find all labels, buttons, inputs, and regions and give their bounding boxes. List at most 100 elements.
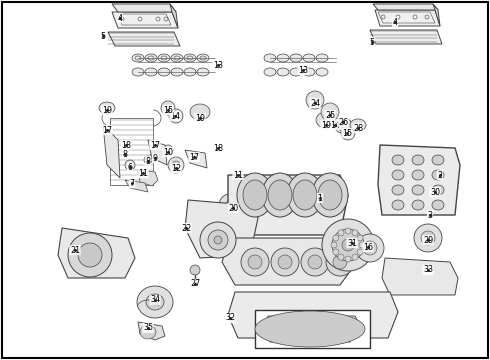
Ellipse shape xyxy=(169,109,183,123)
Ellipse shape xyxy=(184,68,196,76)
Text: 14: 14 xyxy=(170,112,180,121)
Text: 3: 3 xyxy=(427,211,433,220)
Ellipse shape xyxy=(152,299,158,305)
Polygon shape xyxy=(108,32,180,46)
Polygon shape xyxy=(103,125,120,178)
Ellipse shape xyxy=(293,180,317,210)
Ellipse shape xyxy=(158,68,170,76)
Ellipse shape xyxy=(150,152,160,162)
Ellipse shape xyxy=(277,54,289,62)
Ellipse shape xyxy=(303,54,315,62)
Ellipse shape xyxy=(301,248,329,276)
Ellipse shape xyxy=(68,233,112,277)
Text: 4: 4 xyxy=(392,18,397,27)
Ellipse shape xyxy=(197,54,209,62)
Text: 8: 8 xyxy=(146,157,150,166)
Ellipse shape xyxy=(168,157,184,173)
Ellipse shape xyxy=(341,126,355,140)
Text: 25: 25 xyxy=(325,111,335,120)
Ellipse shape xyxy=(277,68,289,76)
Text: 31: 31 xyxy=(347,239,357,248)
Polygon shape xyxy=(125,180,148,192)
Ellipse shape xyxy=(318,180,342,210)
Polygon shape xyxy=(138,322,165,340)
Ellipse shape xyxy=(426,183,450,203)
Ellipse shape xyxy=(303,68,315,76)
Polygon shape xyxy=(148,140,167,165)
Ellipse shape xyxy=(241,248,269,276)
Text: 19: 19 xyxy=(195,113,205,122)
Text: 5: 5 xyxy=(369,37,374,46)
Text: 28: 28 xyxy=(353,123,363,132)
Ellipse shape xyxy=(392,170,404,180)
Polygon shape xyxy=(370,30,442,44)
Ellipse shape xyxy=(392,185,404,195)
Ellipse shape xyxy=(412,185,424,195)
Ellipse shape xyxy=(359,242,365,248)
Text: 7: 7 xyxy=(129,179,135,188)
Ellipse shape xyxy=(432,170,444,180)
Ellipse shape xyxy=(140,325,156,339)
Text: 17: 17 xyxy=(189,153,199,162)
Ellipse shape xyxy=(357,235,363,241)
Ellipse shape xyxy=(200,222,236,258)
Polygon shape xyxy=(373,4,438,10)
Ellipse shape xyxy=(287,173,323,217)
Ellipse shape xyxy=(342,239,354,251)
Ellipse shape xyxy=(226,199,240,211)
Text: 29: 29 xyxy=(423,235,433,244)
Ellipse shape xyxy=(219,193,247,217)
Polygon shape xyxy=(138,170,158,186)
Text: 17: 17 xyxy=(150,140,160,149)
Ellipse shape xyxy=(432,200,444,210)
Ellipse shape xyxy=(312,173,348,217)
Ellipse shape xyxy=(350,119,366,131)
Ellipse shape xyxy=(338,254,344,260)
Ellipse shape xyxy=(363,241,377,255)
Ellipse shape xyxy=(345,256,351,262)
Polygon shape xyxy=(335,118,355,135)
Ellipse shape xyxy=(338,230,344,236)
Text: 18: 18 xyxy=(121,140,131,149)
Ellipse shape xyxy=(414,224,442,252)
Ellipse shape xyxy=(352,230,358,236)
Polygon shape xyxy=(433,4,440,26)
Ellipse shape xyxy=(161,101,175,115)
Ellipse shape xyxy=(333,255,347,269)
Polygon shape xyxy=(262,316,360,342)
Ellipse shape xyxy=(306,91,324,109)
Ellipse shape xyxy=(208,230,228,250)
Text: 27: 27 xyxy=(190,279,200,288)
Text: 32: 32 xyxy=(225,314,235,323)
Polygon shape xyxy=(382,258,458,295)
Text: 18: 18 xyxy=(213,144,223,153)
Ellipse shape xyxy=(316,68,328,76)
Ellipse shape xyxy=(333,235,339,241)
Polygon shape xyxy=(170,4,178,28)
Ellipse shape xyxy=(125,160,135,170)
Text: 33: 33 xyxy=(423,266,433,274)
Polygon shape xyxy=(375,10,440,26)
Ellipse shape xyxy=(357,249,363,255)
Ellipse shape xyxy=(278,255,292,269)
Text: 19: 19 xyxy=(321,121,331,130)
Text: 12: 12 xyxy=(171,163,181,172)
Ellipse shape xyxy=(171,54,183,62)
Ellipse shape xyxy=(243,180,267,210)
Ellipse shape xyxy=(352,254,358,260)
Text: 14: 14 xyxy=(330,121,340,130)
Ellipse shape xyxy=(322,219,374,271)
Ellipse shape xyxy=(190,265,200,275)
Ellipse shape xyxy=(392,155,404,165)
Ellipse shape xyxy=(335,119,349,133)
Ellipse shape xyxy=(163,145,173,155)
Ellipse shape xyxy=(248,255,262,269)
Ellipse shape xyxy=(144,156,152,164)
Polygon shape xyxy=(222,238,360,285)
Ellipse shape xyxy=(99,102,115,114)
Ellipse shape xyxy=(264,68,276,76)
Text: 6: 6 xyxy=(127,162,132,171)
Ellipse shape xyxy=(316,112,336,128)
Ellipse shape xyxy=(421,231,435,245)
Ellipse shape xyxy=(308,255,322,269)
